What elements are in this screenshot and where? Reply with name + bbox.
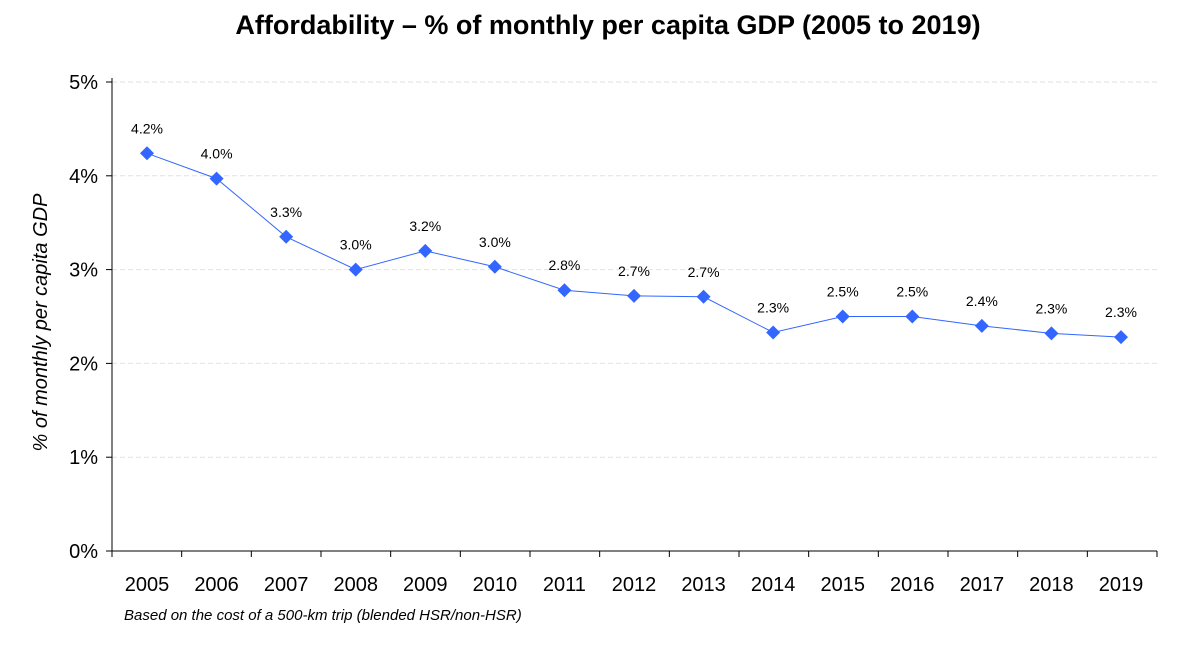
data-label: 4.2% xyxy=(131,120,163,136)
data-label: 2.3% xyxy=(757,299,789,315)
data-point xyxy=(487,259,502,274)
data-label: 2.7% xyxy=(618,263,650,279)
data-label: 3.0% xyxy=(340,237,372,253)
data-label: 2.5% xyxy=(896,284,928,300)
data-label: 2.3% xyxy=(1105,304,1137,320)
data-label: 3.3% xyxy=(270,204,302,220)
x-tick-label: 2006 xyxy=(194,574,239,596)
chart-footnote: Based on the cost of a 500-km trip (blen… xyxy=(124,607,522,624)
data-point xyxy=(348,262,363,277)
y-tick-label: 5% xyxy=(69,72,98,94)
data-label: 4.0% xyxy=(201,146,233,162)
data-label: 2.4% xyxy=(966,293,998,309)
x-tick-label: 2015 xyxy=(820,574,865,596)
x-tick-label: 2011 xyxy=(543,574,586,596)
y-tick-label: 3% xyxy=(69,260,98,282)
y-axis-label: % of monthly per capita GDP xyxy=(30,193,52,452)
x-tick-label: 2005 xyxy=(125,574,170,596)
data-point xyxy=(279,229,294,244)
y-tick-label: 0% xyxy=(69,541,98,563)
x-tick-label: 2008 xyxy=(333,574,378,596)
data-point xyxy=(557,283,572,298)
data-point xyxy=(974,318,989,333)
series-line xyxy=(146,152,1122,338)
data-label: 2.8% xyxy=(548,257,580,273)
data-label: 3.0% xyxy=(479,234,511,250)
x-tick-label: 2017 xyxy=(960,574,1005,596)
data-point xyxy=(627,288,641,303)
data-label: 3.2% xyxy=(409,218,441,234)
data-point xyxy=(905,309,920,324)
y-tick-label: 4% xyxy=(69,166,98,188)
data-label: 2.5% xyxy=(827,284,859,300)
data-point xyxy=(766,325,781,340)
data-label: 2.7% xyxy=(688,264,720,280)
x-tick-label: 2009 xyxy=(403,574,448,596)
x-tick-label: 2012 xyxy=(612,574,657,596)
data-point xyxy=(1114,330,1128,345)
data-point xyxy=(418,243,433,258)
x-tick-label: 2016 xyxy=(890,574,935,596)
data-point xyxy=(209,171,224,186)
data-point xyxy=(1044,326,1059,341)
x-tick-label: 2019 xyxy=(1099,574,1144,596)
x-tick-label: 2018 xyxy=(1029,574,1074,596)
x-tick-label: 2010 xyxy=(473,574,518,596)
y-tick-label: 2% xyxy=(69,353,98,375)
data-point xyxy=(696,289,711,304)
data-point xyxy=(140,146,154,161)
data-label: 2.3% xyxy=(1035,300,1067,316)
x-tick-label: 2014 xyxy=(751,574,796,596)
data-point xyxy=(835,309,850,324)
y-tick-label: 1% xyxy=(69,447,98,469)
x-tick-label: 2013 xyxy=(681,574,726,596)
x-tick-label: 2007 xyxy=(264,574,309,596)
chart-title: Affordability – % of monthly per capita … xyxy=(235,10,981,40)
